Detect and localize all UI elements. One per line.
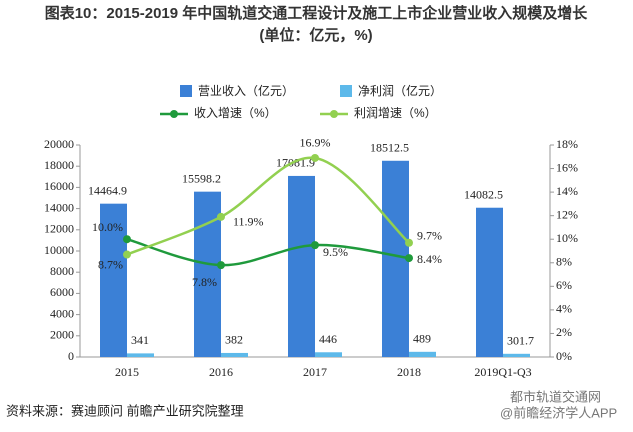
- y2-tick-label: 16%: [556, 160, 578, 174]
- legend-label: 净利润（亿元）: [358, 83, 442, 98]
- legend-label: 营业收入（亿元）: [198, 83, 294, 98]
- data-label: 16.9%: [300, 136, 331, 150]
- line-marker: [405, 238, 413, 247]
- legend-label: 收入增速（%）: [194, 106, 277, 120]
- line-marker: [123, 235, 131, 244]
- x-tick-label: 2018: [397, 365, 421, 379]
- source: 资料来源：赛迪顾问 前瞻产业研究院整理: [6, 403, 244, 418]
- y-tick-label: 10000: [44, 243, 74, 257]
- y-tick-label: 2000: [50, 328, 74, 342]
- legend-swatch: [330, 110, 338, 118]
- y-tick-label: 6000: [50, 285, 74, 299]
- y2-tick-label: 4%: [556, 302, 572, 316]
- bar: [503, 353, 530, 357]
- y2-tick-label: 12%: [556, 207, 578, 221]
- data-label: 446: [319, 332, 337, 346]
- data-label: 18512.5: [370, 141, 409, 155]
- legend-swatch: [340, 85, 352, 97]
- y2-tick-label: 10%: [556, 231, 578, 245]
- line-marker: [311, 241, 319, 250]
- bar: [127, 353, 154, 357]
- data-label: 10.0%: [92, 220, 123, 234]
- y2-tick-label: 6%: [556, 278, 572, 292]
- data-label: 14464.9: [88, 183, 127, 197]
- y-tick-label: 8000: [50, 264, 74, 278]
- watermark: 都市轨道交通网: [510, 389, 601, 404]
- line: [126, 156, 410, 256]
- legend-label: 利润增速（%）: [354, 106, 437, 120]
- y-tick-label: 12000: [44, 222, 74, 236]
- line-marker: [123, 250, 131, 259]
- bar: [315, 352, 342, 357]
- y2-tick-label: 2%: [556, 325, 572, 339]
- data-label: 15598.2: [182, 171, 221, 185]
- x-tick-label: 2016: [209, 365, 233, 379]
- line: [126, 238, 410, 267]
- y2-tick-label: 8%: [556, 255, 572, 269]
- y-tick-label: 14000: [44, 200, 74, 214]
- y-tick-label: 18000: [44, 158, 74, 172]
- line-marker: [217, 212, 225, 221]
- data-label: 341: [131, 333, 149, 347]
- line-marker: [405, 254, 413, 263]
- data-label: 9.7%: [417, 229, 442, 243]
- data-label: 7.8%: [192, 275, 217, 289]
- line-marker: [217, 261, 225, 270]
- bar: [382, 160, 409, 357]
- y2-tick-label: 18%: [556, 137, 578, 151]
- line-marker: [311, 153, 319, 162]
- bar: [288, 175, 315, 357]
- y-tick-label: 16000: [44, 179, 74, 193]
- bar: [100, 203, 127, 357]
- x-tick-label: 2019Q1-Q3: [474, 365, 531, 379]
- bar: [409, 351, 436, 357]
- x-tick-label: 2015: [115, 365, 139, 379]
- data-label: 8.4%: [417, 252, 442, 266]
- chart-title: 图表10：2015-2019 年中国轨道交通工程设计及施工上市企业营业收入规模及…: [45, 4, 589, 22]
- x-tick-label: 2017: [303, 365, 327, 379]
- y-tick-label: 4000: [50, 306, 74, 320]
- bar: [221, 352, 248, 357]
- data-label: 382: [225, 333, 243, 347]
- bar: [476, 207, 503, 357]
- y-tick-label: 20000: [44, 137, 74, 151]
- chart-subtitle: (单位：亿元，%): [259, 26, 372, 44]
- watermark: @前瞻经济学人APP: [500, 405, 617, 420]
- legend-swatch: [180, 85, 192, 97]
- data-label: 11.9%: [233, 215, 264, 229]
- legend-swatch: [170, 110, 178, 118]
- y-tick-label: 0: [68, 349, 74, 363]
- data-label: 9.5%: [323, 245, 348, 259]
- data-label: 301.7: [507, 334, 534, 348]
- data-label: 14082.5: [464, 187, 503, 201]
- y2-tick-label: 0%: [556, 349, 572, 363]
- data-label: 8.7%: [98, 257, 123, 271]
- y2-tick-label: 14%: [556, 184, 578, 198]
- data-label: 489: [413, 332, 431, 346]
